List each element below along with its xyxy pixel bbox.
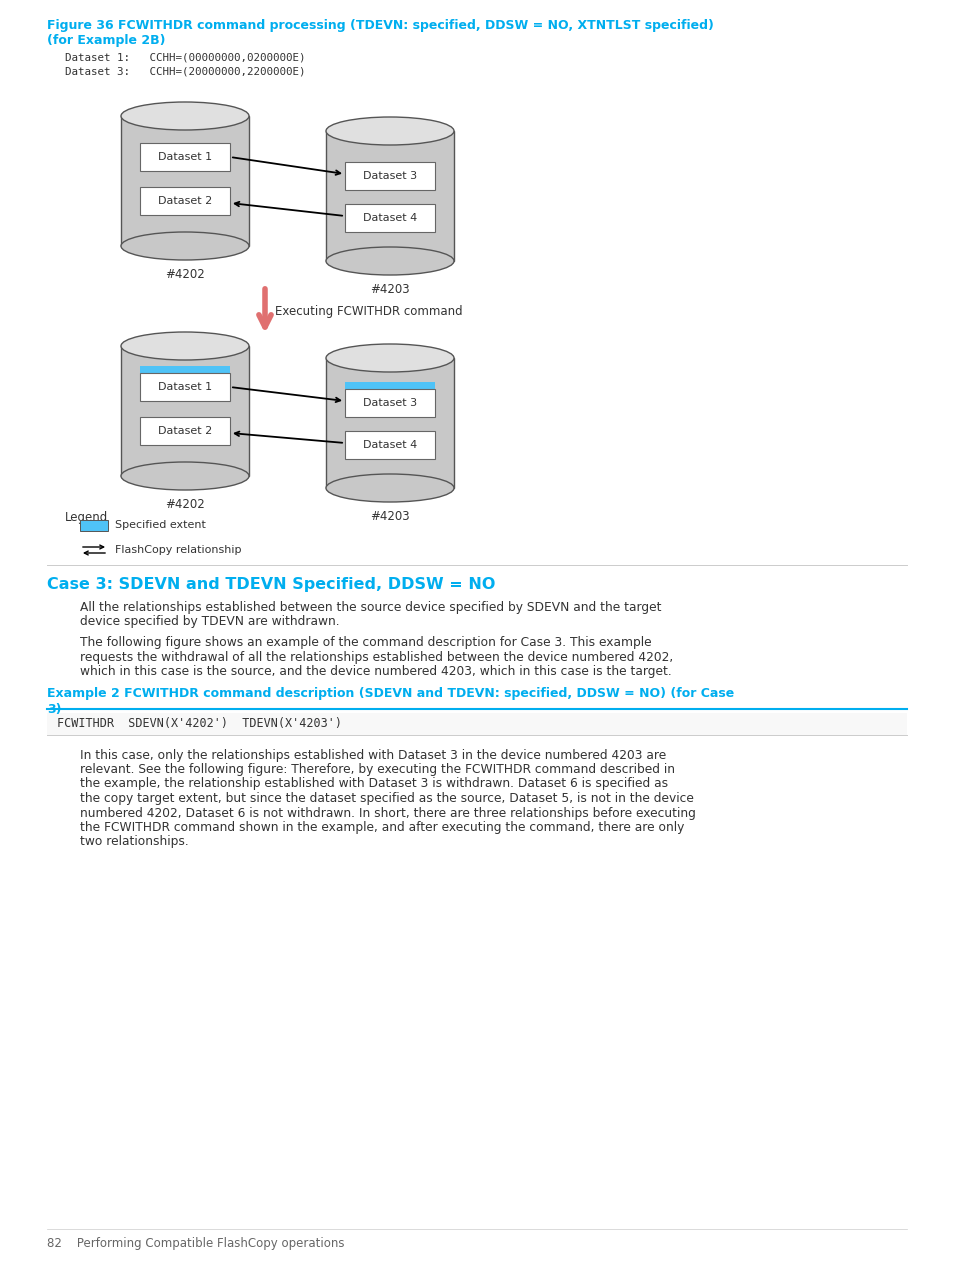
Text: #4202: #4202 (165, 268, 205, 281)
Text: relevant. See the following figure: Therefore, by executing the FCWITHDR command: relevant. See the following figure: Ther… (80, 763, 675, 777)
Text: Dataset 3: Dataset 3 (362, 398, 416, 408)
Text: Dataset 1: Dataset 1 (158, 383, 212, 391)
Text: Dataset 2: Dataset 2 (157, 196, 212, 206)
Bar (140, 187, 230, 215)
Bar (326, 358, 454, 488)
Text: two relationships.: two relationships. (80, 835, 189, 849)
Ellipse shape (121, 332, 249, 360)
Text: Dataset 4: Dataset 4 (362, 440, 416, 450)
Ellipse shape (326, 117, 454, 145)
Text: Example 2 FCWITHDR command description (SDEVN and TDEVN: specified, DDSW = NO) (: Example 2 FCWITHDR command description (… (47, 688, 734, 700)
Bar (345, 383, 435, 389)
Bar (345, 431, 435, 459)
Bar (140, 372, 230, 400)
Bar (326, 131, 454, 261)
Text: FlashCopy relationship: FlashCopy relationship (115, 545, 241, 555)
Ellipse shape (121, 461, 249, 491)
Text: Specified extent: Specified extent (115, 520, 206, 530)
Text: FCWITHDR  SDEVN(X'4202')  TDEVN(X'4203'): FCWITHDR SDEVN(X'4202') TDEVN(X'4203') (57, 717, 341, 730)
Text: the FCWITHDR command shown in the example, and after executing the command, ther: the FCWITHDR command shown in the exampl… (80, 821, 683, 834)
Bar (345, 161, 435, 189)
Text: Figure 36 FCWITHDR command processing (TDEVN: specified, DDSW = NO, XTNTLST spec: Figure 36 FCWITHDR command processing (T… (47, 19, 713, 32)
Ellipse shape (326, 474, 454, 502)
Bar (47, 713, 906, 735)
Text: Case 3: SDEVN and TDEVN Specified, DDSW = NO: Case 3: SDEVN and TDEVN Specified, DDSW … (47, 577, 495, 592)
Ellipse shape (326, 344, 454, 372)
Text: the example, the relationship established with Dataset 3 is withdrawn. Dataset 6: the example, the relationship establishe… (80, 778, 667, 791)
Text: which in this case is the source, and the device numbered 4203, which in this ca: which in this case is the source, and th… (80, 665, 671, 677)
Bar (140, 366, 230, 372)
Ellipse shape (326, 247, 454, 275)
Text: (for Example 2B): (for Example 2B) (47, 34, 165, 47)
Text: #4202: #4202 (165, 498, 205, 511)
Bar (345, 205, 435, 233)
Bar (345, 389, 435, 417)
Text: the copy target extent, but since the dataset specified as the source, Dataset 5: the copy target extent, but since the da… (80, 792, 693, 805)
Text: 3): 3) (47, 703, 61, 716)
Text: Executing FCWITHDR command: Executing FCWITHDR command (274, 305, 462, 318)
Text: Dataset 1: Dataset 1 (158, 153, 212, 161)
Text: device specified by TDEVN are withdrawn.: device specified by TDEVN are withdrawn. (80, 615, 339, 628)
Text: All the relationships established between the source device specified by SDEVN a: All the relationships established betwee… (80, 601, 660, 614)
Text: #4203: #4203 (370, 510, 410, 522)
Text: numbered 4202, Dataset 6 is not withdrawn. In short, there are three relationshi: numbered 4202, Dataset 6 is not withdraw… (80, 807, 695, 820)
Bar (121, 346, 249, 477)
Ellipse shape (121, 233, 249, 261)
Text: 82    Performing Compatible FlashCopy operations: 82 Performing Compatible FlashCopy opera… (47, 1237, 344, 1249)
Ellipse shape (121, 102, 249, 130)
Text: Dataset 1:   CCHH=(00000000,0200000E): Dataset 1: CCHH=(00000000,0200000E) (65, 53, 305, 64)
Text: Dataset 2: Dataset 2 (157, 426, 212, 436)
Text: Dataset 3:   CCHH=(20000000,2200000E): Dataset 3: CCHH=(20000000,2200000E) (65, 66, 305, 76)
Text: requests the withdrawal of all the relationships established between the device : requests the withdrawal of all the relat… (80, 651, 673, 663)
Text: In this case, only the relationships established with Dataset 3 in the device nu: In this case, only the relationships est… (80, 749, 665, 761)
Bar (121, 116, 249, 247)
Text: Legend: Legend (65, 511, 108, 524)
Bar (80, 520, 108, 531)
Bar (140, 417, 230, 445)
Text: #4203: #4203 (370, 283, 410, 296)
Text: The following figure shows an example of the command description for Case 3. Thi: The following figure shows an example of… (80, 636, 651, 649)
Text: Dataset 3: Dataset 3 (362, 172, 416, 180)
Bar (140, 144, 230, 172)
Text: Dataset 4: Dataset 4 (362, 214, 416, 222)
